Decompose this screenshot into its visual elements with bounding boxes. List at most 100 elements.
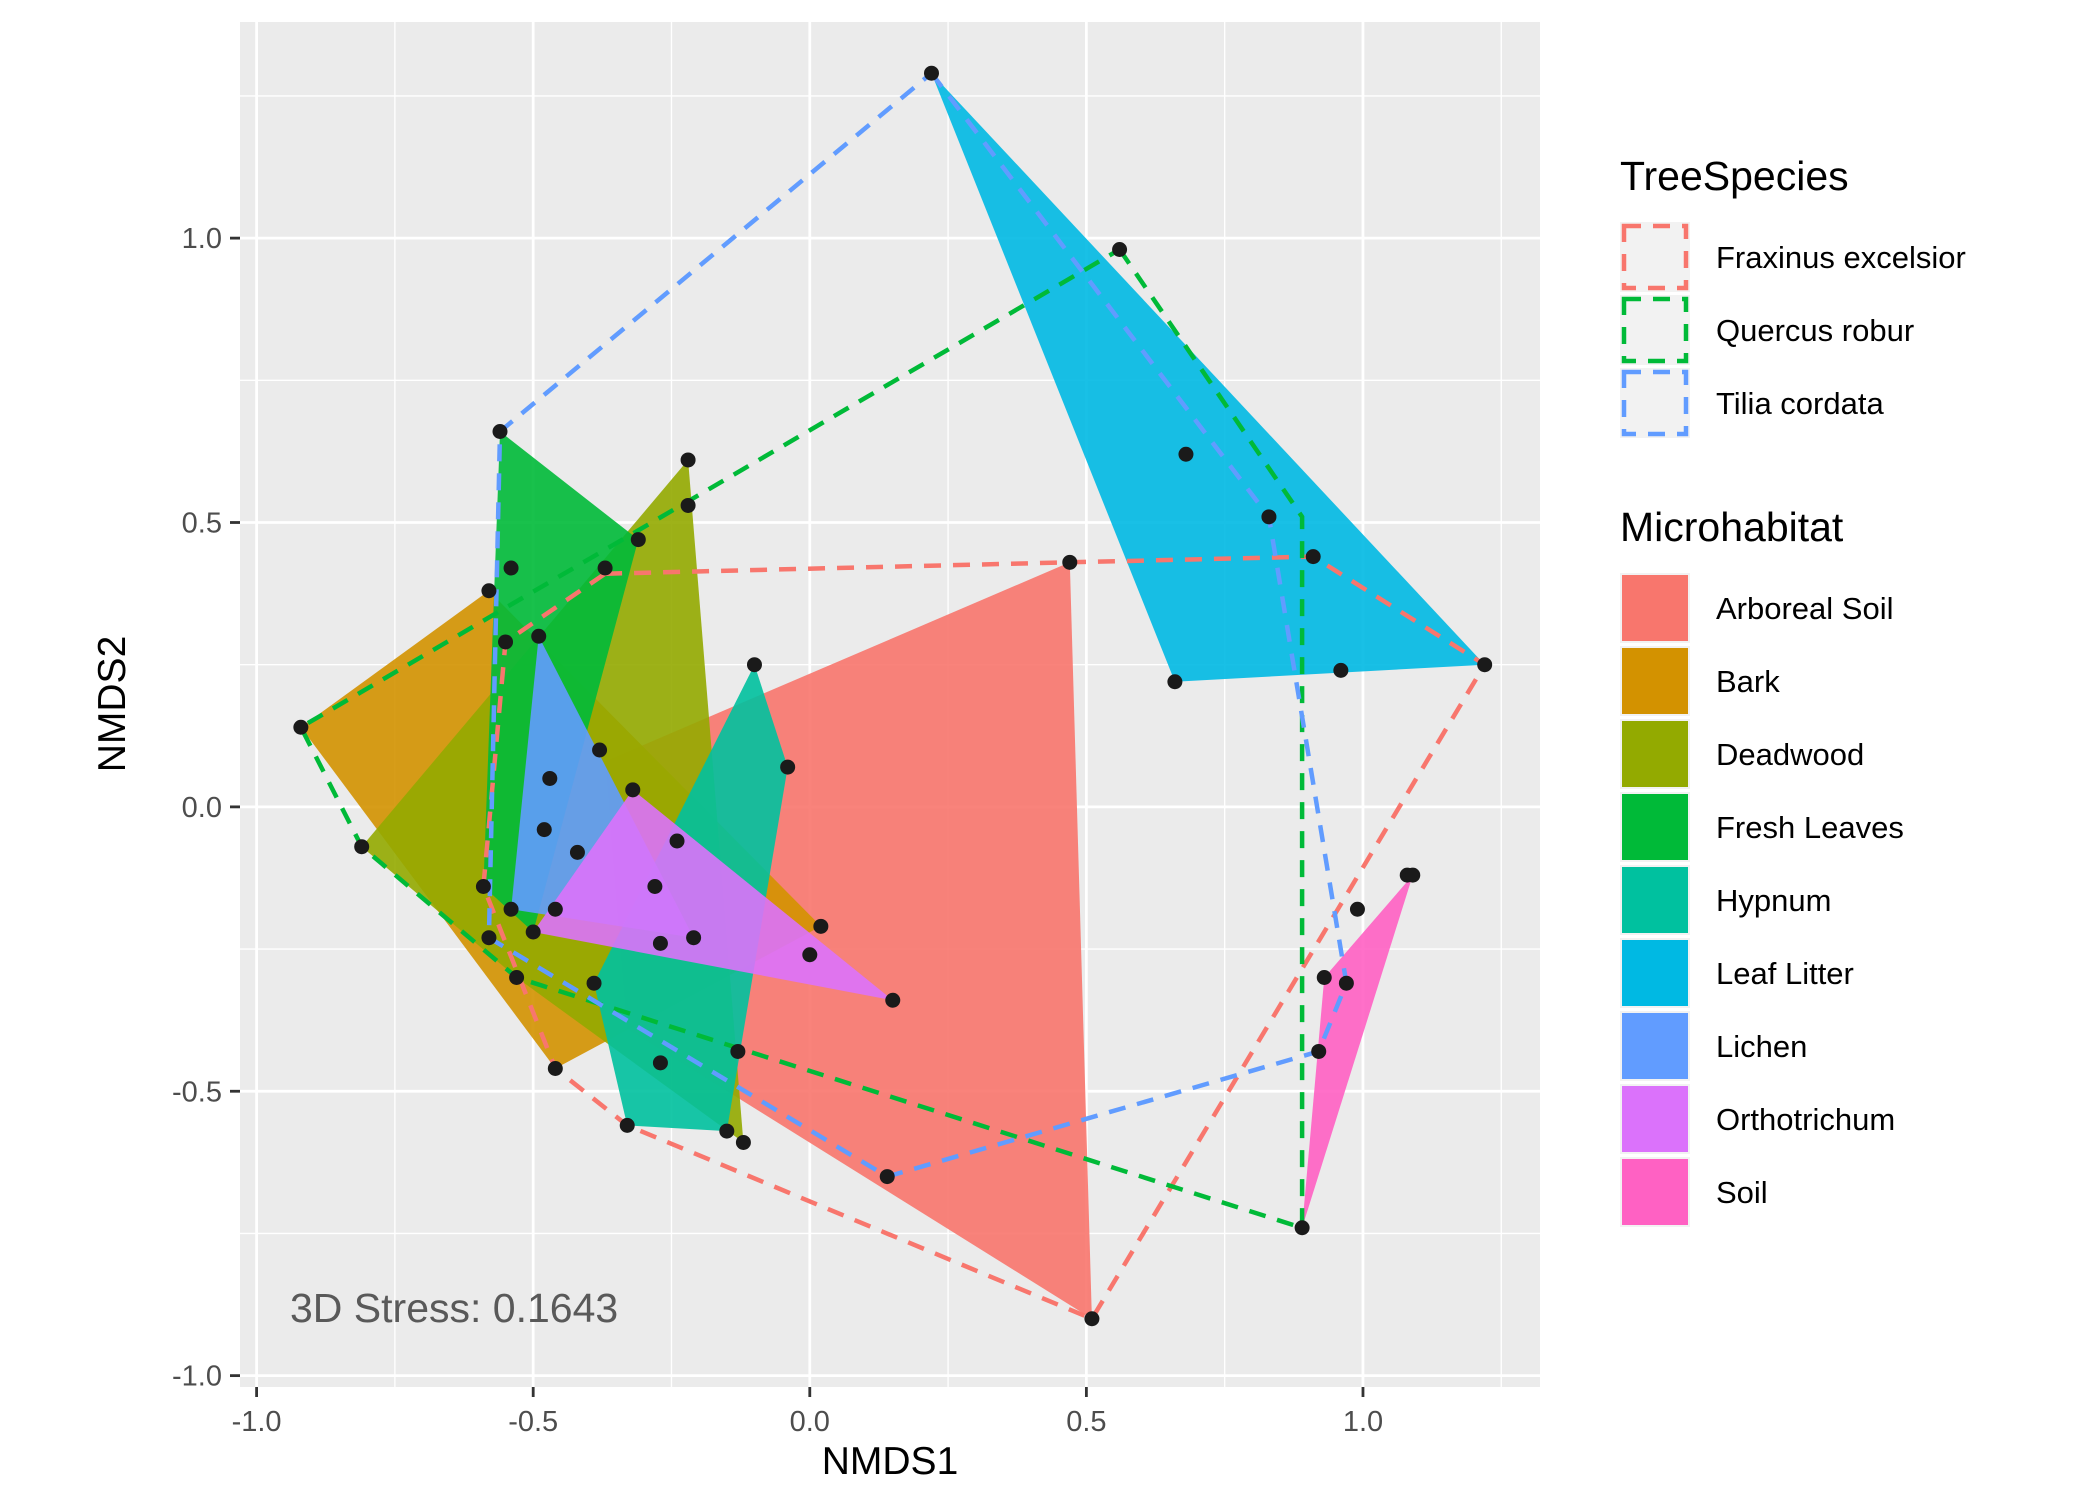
legend-label: Bark bbox=[1716, 664, 1780, 699]
data-point bbox=[1333, 662, 1349, 678]
data-point bbox=[293, 719, 309, 735]
data-point bbox=[735, 1134, 751, 1150]
data-point bbox=[780, 759, 796, 775]
data-point bbox=[669, 833, 685, 849]
data-point bbox=[619, 1117, 635, 1133]
data-point bbox=[923, 65, 939, 81]
x-tick-label: 1.0 bbox=[1343, 1406, 1383, 1438]
microhabitat-hulls bbox=[300, 73, 1485, 1319]
legend-treespecies: TreeSpecies Fraxinus excelsior Quercus rob… bbox=[1620, 153, 1966, 438]
data-point bbox=[813, 918, 829, 934]
data-point bbox=[498, 634, 514, 650]
legend-key bbox=[1620, 1157, 1690, 1227]
legend-label: Quercus robur bbox=[1716, 313, 1914, 348]
legend-label: Orthotrichum bbox=[1716, 1102, 1895, 1137]
legend-title: Microhabitat bbox=[1620, 504, 1844, 550]
data-point bbox=[730, 1043, 746, 1059]
x-axis-title: NMDS1 bbox=[822, 1440, 959, 1483]
legend-label: Soil bbox=[1716, 1175, 1768, 1210]
data-point bbox=[1062, 554, 1078, 570]
legend-key bbox=[1620, 646, 1690, 716]
x-tick-label: 0.5 bbox=[1066, 1406, 1106, 1438]
legend-label: Fresh Leaves bbox=[1716, 810, 1904, 845]
data-point bbox=[354, 839, 370, 855]
data-point bbox=[1167, 674, 1183, 690]
data-point bbox=[592, 742, 608, 758]
data-point bbox=[680, 452, 696, 468]
legend-key bbox=[1620, 295, 1690, 365]
data-point bbox=[525, 924, 541, 940]
data-point bbox=[1477, 657, 1493, 673]
data-point bbox=[536, 822, 552, 838]
data-point bbox=[586, 975, 602, 991]
data-point bbox=[686, 930, 702, 946]
x-tick-label: -1.0 bbox=[232, 1406, 282, 1438]
legend-microhabitat: Microhabitat Arboreal Soil Bark Deadwood Fre… bbox=[1620, 504, 1904, 1227]
legend-key bbox=[1620, 1084, 1690, 1154]
data-point bbox=[625, 782, 641, 798]
stress-annotation: 3D Stress: 0.1643 bbox=[290, 1285, 618, 1331]
microhabitat-hull-orthotrichum bbox=[533, 789, 893, 1001]
axes: -1.0 -0.5 0.0 0.5 1.0 -1.0 -0.5 0.0 0.5 1.0 bbox=[172, 223, 1383, 1438]
data-point bbox=[1311, 1043, 1327, 1059]
data-point bbox=[475, 879, 491, 894]
data-point bbox=[1405, 867, 1421, 883]
data-point bbox=[509, 970, 525, 985]
data-point bbox=[1349, 901, 1365, 917]
data-point bbox=[542, 770, 558, 786]
data-point bbox=[481, 583, 497, 599]
legends: TreeSpecies Fraxinus excelsior Quercus rob… bbox=[1620, 153, 1966, 1227]
data-point bbox=[647, 879, 663, 894]
microhabitat-hull-soil bbox=[1302, 875, 1413, 1228]
x-tick-label: 0.0 bbox=[790, 1406, 830, 1438]
data-point bbox=[531, 628, 547, 644]
data-point bbox=[1316, 970, 1332, 985]
data-point bbox=[1261, 509, 1277, 525]
y-tick-label: -0.5 bbox=[172, 1076, 222, 1108]
data-point bbox=[547, 1061, 563, 1076]
legend-key bbox=[1620, 368, 1690, 438]
tree-species-hull-tilia-cordata bbox=[486, 69, 1349, 1180]
data-point bbox=[597, 560, 613, 576]
y-tick-label: 0.5 bbox=[182, 508, 222, 540]
data-point bbox=[719, 1123, 735, 1139]
data-point bbox=[879, 1169, 895, 1185]
legend-label: Leaf Litter bbox=[1716, 956, 1854, 991]
data-point bbox=[630, 532, 646, 548]
data-point bbox=[885, 992, 901, 1008]
data-point bbox=[547, 901, 563, 917]
data-point bbox=[1294, 1220, 1310, 1236]
data-point bbox=[1305, 549, 1321, 565]
data-points bbox=[293, 65, 1493, 1327]
y-tick-label: 0.0 bbox=[182, 792, 222, 824]
data-point bbox=[1178, 446, 1194, 462]
legend-key bbox=[1620, 222, 1690, 292]
legend-label: Fraxinus excelsior bbox=[1716, 240, 1966, 275]
legend-key bbox=[1620, 792, 1690, 862]
data-point bbox=[1338, 975, 1354, 991]
legend-label: Hypnum bbox=[1716, 883, 1831, 918]
data-point bbox=[652, 935, 668, 951]
legend-key bbox=[1620, 865, 1690, 935]
legend-key bbox=[1620, 938, 1690, 1008]
legend-key bbox=[1620, 573, 1690, 643]
legend-label: Arboreal Soil bbox=[1716, 591, 1893, 626]
data-point bbox=[569, 844, 585, 860]
data-point bbox=[746, 657, 762, 673]
data-point bbox=[1084, 1311, 1100, 1327]
legend-key bbox=[1620, 719, 1690, 789]
legend-label: Lichen bbox=[1716, 1029, 1807, 1064]
data-point bbox=[503, 560, 519, 576]
legend-key bbox=[1620, 1011, 1690, 1081]
data-point bbox=[680, 497, 696, 513]
data-point bbox=[503, 901, 519, 917]
data-point bbox=[1112, 242, 1128, 257]
y-tick-label: -1.0 bbox=[172, 1361, 222, 1393]
y-axis-title: NMDS2 bbox=[91, 636, 134, 773]
legend-title: TreeSpecies bbox=[1620, 153, 1849, 199]
legend-label: Tilia cordata bbox=[1716, 386, 1884, 421]
data-point bbox=[652, 1055, 668, 1071]
legend-label: Deadwood bbox=[1716, 737, 1864, 772]
data-point bbox=[802, 947, 818, 963]
